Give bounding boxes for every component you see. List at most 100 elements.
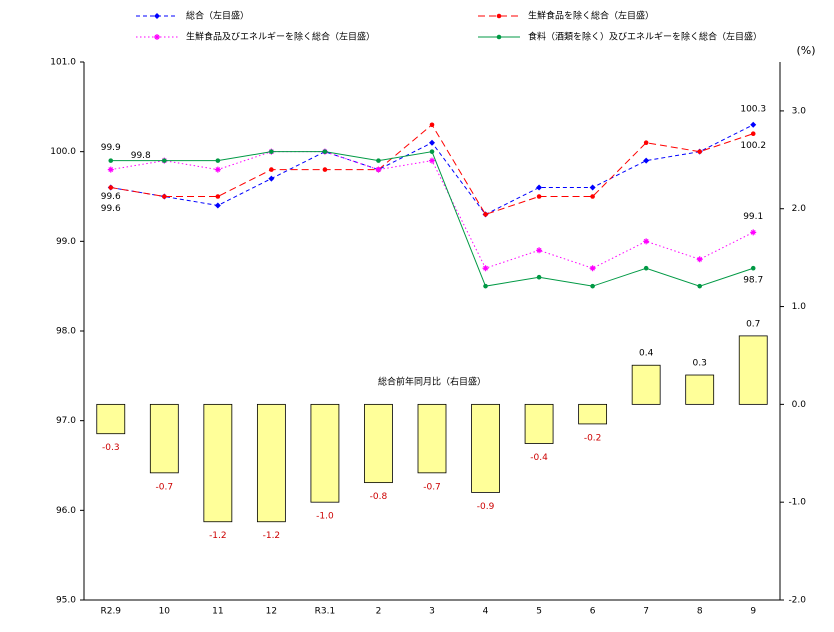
bar <box>203 403 233 523</box>
line-marker <box>696 256 703 263</box>
line-marker <box>589 184 596 191</box>
bar-value-label: 0.3 <box>693 359 707 369</box>
line-marker <box>269 149 274 154</box>
x-tick-label: 10 <box>159 607 171 617</box>
x-tick-label: 9 <box>750 607 756 617</box>
bar <box>310 403 340 503</box>
line-marker <box>376 158 381 163</box>
y2-tick-label: 3.0 <box>792 106 807 116</box>
line-marker <box>697 283 702 289</box>
line <box>110 151 754 287</box>
line-marker <box>214 166 221 173</box>
line-marker <box>643 238 650 245</box>
y-tick-label: 98.0 <box>56 327 76 337</box>
line <box>110 151 754 269</box>
line-marker <box>536 247 543 254</box>
legend-marker <box>154 34 160 40</box>
bar-value-label: -0.7 <box>423 482 441 492</box>
line-marker <box>108 185 114 190</box>
legend-label: 食料（酒類を除く）及びエネルギーを除く総合（左目盛） <box>528 31 762 43</box>
x-tick-label: 5 <box>536 607 542 617</box>
y-tick-label: 97.0 <box>56 416 76 426</box>
line-marker <box>429 149 435 154</box>
line-marker <box>215 158 221 163</box>
line-value-label: 99.1 <box>743 212 763 222</box>
legend-marker <box>154 13 160 19</box>
line-marker <box>750 121 757 128</box>
line-marker <box>590 194 595 199</box>
line-marker <box>322 167 328 172</box>
line <box>110 124 754 216</box>
line-marker <box>750 265 756 271</box>
y2-axis-label: (%) <box>796 44 815 57</box>
line-value-label: 99.9 <box>101 143 121 153</box>
bar <box>471 403 500 493</box>
bar <box>738 335 768 405</box>
line-marker <box>162 158 167 163</box>
bar-value-label: -1.2 <box>263 531 281 541</box>
bar-value-label: -0.7 <box>156 482 174 492</box>
x-tick-label: R2.9 <box>100 607 121 617</box>
legend-label: 生鮮食品及びエネルギーを除く総合（左目盛） <box>186 31 375 43</box>
line-marker <box>108 158 114 163</box>
line-marker <box>482 265 489 272</box>
x-tick-label: 11 <box>212 607 223 617</box>
line-marker <box>643 140 649 145</box>
bar-value-label: 0.4 <box>639 349 654 359</box>
y-tick-label: 101.0 <box>50 58 76 68</box>
x-tick-label: 4 <box>483 607 489 617</box>
line-marker <box>483 283 488 289</box>
bar <box>96 403 126 435</box>
y2-tick-label: -2.0 <box>788 596 806 606</box>
legend-marker <box>496 13 502 19</box>
x-tick-label: 2 <box>376 607 382 617</box>
x-tick-label: R3.1 <box>315 607 336 617</box>
line-marker <box>697 149 702 154</box>
x-tick-label: 3 <box>429 607 435 617</box>
bar <box>524 403 554 444</box>
line-value-label: 99.6 <box>101 192 121 202</box>
line-marker <box>643 157 650 164</box>
line-value-label: 100.2 <box>740 141 766 151</box>
y2-tick-label: 1.0 <box>792 302 807 312</box>
bar <box>685 374 715 405</box>
bar-value-label: -0.2 <box>584 433 602 443</box>
line-marker <box>750 229 757 236</box>
bar <box>417 403 447 474</box>
bar-value-label: -1.0 <box>316 512 334 522</box>
line-marker <box>750 131 756 137</box>
line-value-label: 100.3 <box>740 104 766 114</box>
x-tick-label: 8 <box>697 607 703 617</box>
line-marker <box>322 149 328 154</box>
bar-value-label: -0.3 <box>102 443 120 453</box>
line-marker <box>162 194 167 199</box>
x-tick-label: 12 <box>266 607 277 617</box>
y-tick-label: 99.0 <box>56 237 76 247</box>
line-value-label: 98.7 <box>743 276 763 286</box>
bar <box>631 364 661 405</box>
line-marker <box>590 283 595 289</box>
line-marker <box>429 157 435 164</box>
line-marker <box>429 139 435 146</box>
bar <box>149 403 179 474</box>
line-value-label: 99.6 <box>101 204 121 214</box>
line <box>110 124 754 216</box>
line-marker <box>536 194 542 199</box>
bar <box>578 403 608 425</box>
y2-tick-label: 0.0 <box>792 400 807 410</box>
line-marker <box>536 274 542 280</box>
line-marker <box>215 194 221 199</box>
y2-tick-label: -1.0 <box>788 498 806 508</box>
x-tick-label: 7 <box>643 607 649 617</box>
line-marker <box>107 166 114 173</box>
line-marker <box>429 122 435 128</box>
y2-tick-label: 2.0 <box>792 204 807 214</box>
bar <box>364 403 393 484</box>
legend-label: 総合（左目盛） <box>186 10 249 22</box>
bar-series-label: 総合前年同月比（右目盛） <box>378 376 486 388</box>
line-marker <box>536 184 543 191</box>
bar <box>256 403 286 523</box>
bar-value-label: -0.8 <box>370 492 388 502</box>
line-marker <box>589 265 596 272</box>
